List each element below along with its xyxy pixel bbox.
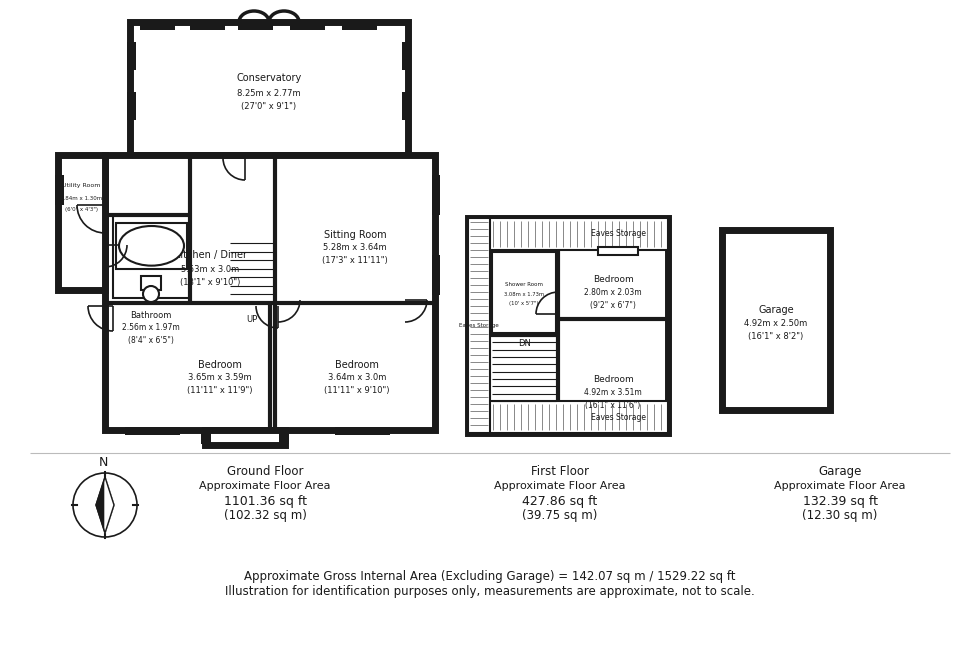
Text: (6'0" x 4'3"): (6'0" x 4'3") — [65, 208, 97, 212]
Bar — [127, 92, 136, 120]
Text: Conservatory: Conservatory — [236, 73, 302, 83]
Bar — [468, 218, 490, 433]
Text: Bedroom: Bedroom — [593, 274, 633, 283]
Bar — [492, 252, 556, 333]
Text: Ground Floor: Ground Floor — [226, 465, 303, 478]
Text: 1.84m x 1.30m: 1.84m x 1.30m — [60, 195, 102, 200]
Text: 3.08m x 1.73m: 3.08m x 1.73m — [504, 291, 544, 296]
Text: Bedroom: Bedroom — [198, 360, 242, 370]
Text: Approximate Floor Area: Approximate Floor Area — [774, 481, 906, 491]
Text: (39.75 sq m): (39.75 sq m) — [522, 509, 598, 522]
Bar — [335, 427, 390, 435]
Bar — [432, 175, 440, 215]
Bar — [140, 21, 175, 30]
Text: 4.92m x 3.51m: 4.92m x 3.51m — [584, 387, 642, 396]
Text: 427.86 sq ft: 427.86 sq ft — [522, 495, 598, 508]
Bar — [55, 175, 64, 205]
Bar — [127, 42, 136, 70]
Text: Sitting Room: Sitting Room — [323, 230, 386, 240]
Bar — [190, 21, 225, 30]
Bar — [105, 155, 435, 430]
Text: 3.65m x 3.59m: 3.65m x 3.59m — [188, 374, 252, 383]
Text: Kitchen / Diner: Kitchen / Diner — [173, 250, 247, 260]
Text: 132.39 sq ft: 132.39 sq ft — [803, 495, 877, 508]
Text: 1101.36 sq ft: 1101.36 sq ft — [223, 495, 307, 508]
Text: Eaves Storage: Eaves Storage — [591, 229, 646, 238]
Text: Bedroom: Bedroom — [593, 375, 633, 383]
Text: (12.30 sq m): (12.30 sq m) — [803, 509, 878, 522]
Text: (16'1" x 8'2"): (16'1" x 8'2") — [749, 332, 804, 342]
Text: (18'1" x 9'10"): (18'1" x 9'10") — [179, 278, 240, 287]
Bar — [468, 401, 668, 433]
Bar — [279, 431, 289, 444]
Text: Approximate Gross Internal Area (Excluding Garage) = 142.07 sq m / 1529.22 sq ft: Approximate Gross Internal Area (Excludi… — [244, 570, 736, 583]
Text: (27'0" x 9'1"): (27'0" x 9'1") — [241, 101, 297, 110]
Text: Garage: Garage — [818, 465, 861, 478]
Bar — [402, 42, 411, 70]
Text: 2.56m x 1.97m: 2.56m x 1.97m — [122, 323, 180, 332]
Text: Eaves Storage: Eaves Storage — [591, 413, 646, 421]
Text: (17'3" x 11'11"): (17'3" x 11'11") — [322, 257, 388, 266]
Bar — [205, 430, 285, 445]
Text: Eaves Storage: Eaves Storage — [459, 323, 499, 328]
Text: (9'2" x 6'7"): (9'2" x 6'7") — [590, 300, 636, 310]
Text: 4.92m x 2.50m: 4.92m x 2.50m — [745, 319, 808, 328]
Text: N: N — [98, 456, 108, 470]
Text: Illustration for identification purposes only, measurements are approximate, not: Illustration for identification purposes… — [225, 585, 755, 598]
Text: 3.64m x 3.0m: 3.64m x 3.0m — [328, 374, 386, 383]
Text: Garage: Garage — [759, 305, 794, 315]
Bar — [116, 223, 187, 268]
Text: 5.28m x 3.64m: 5.28m x 3.64m — [323, 244, 387, 253]
Text: (102.32 sq m): (102.32 sq m) — [223, 509, 307, 522]
Bar — [722, 230, 830, 410]
Text: Approximate Floor Area: Approximate Floor Area — [199, 481, 331, 491]
Bar — [201, 431, 211, 444]
Text: DN: DN — [518, 338, 531, 347]
Text: (11'11" x 11'9"): (11'11" x 11'9") — [187, 387, 253, 396]
Bar — [290, 21, 325, 30]
Text: Utility Room: Utility Room — [62, 182, 100, 187]
Text: First Floor: First Floor — [531, 465, 589, 478]
Bar — [58, 155, 105, 290]
Text: 5.53m x 3.0m: 5.53m x 3.0m — [181, 264, 239, 274]
Text: Bathroom: Bathroom — [130, 311, 172, 321]
Ellipse shape — [119, 226, 184, 266]
Bar — [113, 215, 190, 298]
Bar — [402, 92, 411, 120]
Text: (10' x 5'7"): (10' x 5'7") — [510, 302, 539, 306]
Circle shape — [143, 286, 159, 302]
Text: UP: UP — [246, 315, 258, 324]
Text: (11'11" x 9'10"): (11'11" x 9'10") — [324, 387, 390, 396]
Bar — [125, 427, 180, 435]
Text: Shower Room: Shower Room — [505, 281, 543, 287]
Polygon shape — [105, 477, 114, 533]
Bar — [238, 21, 273, 30]
Text: Approximate Floor Area: Approximate Floor Area — [494, 481, 626, 491]
Text: 2.80m x 2.03m: 2.80m x 2.03m — [584, 287, 642, 296]
Text: (8'4" x 6'5"): (8'4" x 6'5") — [128, 336, 173, 345]
Text: 8.25m x 2.77m: 8.25m x 2.77m — [237, 89, 301, 97]
Bar — [468, 218, 668, 433]
Bar — [130, 22, 408, 155]
Text: (16'1" x 11'6"): (16'1" x 11'6") — [585, 400, 641, 409]
Bar — [633, 247, 639, 255]
Bar — [342, 21, 377, 30]
Bar — [598, 247, 638, 255]
Polygon shape — [96, 477, 114, 533]
Bar — [597, 247, 603, 255]
Text: Bedroom: Bedroom — [335, 360, 379, 370]
Bar — [141, 276, 161, 290]
Bar — [432, 255, 440, 295]
Bar — [468, 218, 668, 250]
